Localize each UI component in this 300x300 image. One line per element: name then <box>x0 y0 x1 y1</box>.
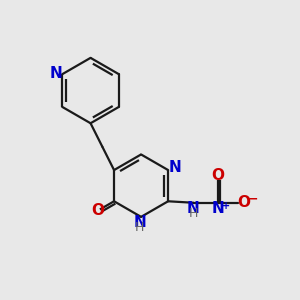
Text: N: N <box>133 215 146 230</box>
Text: H: H <box>135 221 144 234</box>
Text: N: N <box>168 160 181 175</box>
Text: O: O <box>211 168 224 183</box>
Text: N: N <box>187 201 200 216</box>
Text: O: O <box>91 203 104 218</box>
Text: N: N <box>50 65 63 80</box>
Text: N: N <box>212 201 224 216</box>
Text: −: − <box>248 193 258 206</box>
Text: H: H <box>189 207 198 220</box>
Text: +: + <box>222 201 230 211</box>
Text: O: O <box>237 195 250 210</box>
